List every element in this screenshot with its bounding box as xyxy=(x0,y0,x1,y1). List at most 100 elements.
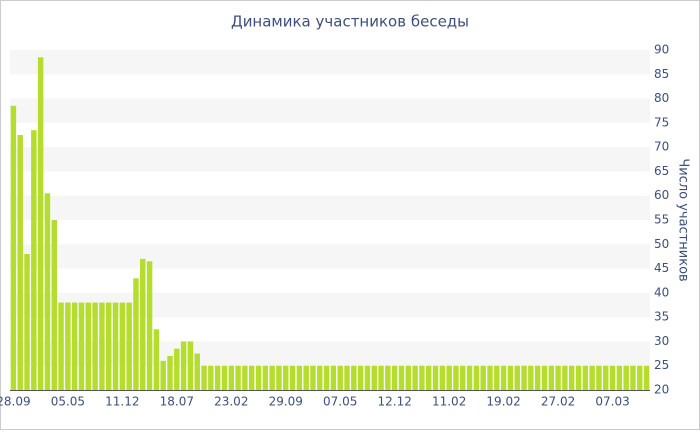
y-tick-label: 25 xyxy=(654,358,669,372)
bar xyxy=(357,365,364,390)
bar xyxy=(242,365,248,390)
x-tick-label: 07.05 xyxy=(323,395,357,409)
bar xyxy=(419,365,425,390)
bar xyxy=(609,365,616,390)
bar xyxy=(112,302,119,390)
bar xyxy=(330,365,337,390)
bar xyxy=(283,365,289,390)
bar xyxy=(385,365,391,390)
bar xyxy=(167,356,173,390)
bar xyxy=(37,57,44,391)
bar xyxy=(398,365,405,390)
grid-stripe xyxy=(10,147,650,172)
bar xyxy=(426,365,432,390)
bar xyxy=(276,365,282,390)
bar xyxy=(65,302,71,390)
bar xyxy=(214,365,221,390)
bar xyxy=(555,365,561,390)
y-axis-label: Число участников xyxy=(676,158,691,281)
bar xyxy=(174,348,180,390)
bar xyxy=(521,365,527,390)
bar xyxy=(494,365,500,390)
y-tick-label: 85 xyxy=(654,67,669,81)
bar xyxy=(10,105,17,390)
bar xyxy=(289,365,296,390)
bar xyxy=(269,365,275,390)
y-tick-label: 65 xyxy=(654,164,669,178)
bar xyxy=(228,365,234,390)
bar xyxy=(528,365,534,390)
bar xyxy=(480,365,486,390)
x-tick-label: 12.12 xyxy=(378,395,412,409)
bar xyxy=(44,193,51,390)
y-tick-label: 60 xyxy=(654,188,669,202)
bar xyxy=(255,365,262,390)
bar xyxy=(453,365,459,390)
bar xyxy=(446,365,452,390)
bar xyxy=(589,365,595,390)
bar xyxy=(85,302,92,390)
bar xyxy=(637,365,643,390)
bar xyxy=(344,365,350,390)
bar xyxy=(548,365,554,390)
y-tick-label: 30 xyxy=(654,334,669,348)
bar xyxy=(160,360,166,390)
bar xyxy=(119,302,126,390)
y-tick-label: 45 xyxy=(654,261,669,275)
bar xyxy=(31,130,37,390)
bar xyxy=(487,365,493,390)
bar xyxy=(630,365,636,390)
bar xyxy=(575,365,582,390)
y-tick-label: 80 xyxy=(654,91,669,105)
bar xyxy=(296,365,303,390)
bar xyxy=(51,220,57,390)
x-tick-label: 05.05 xyxy=(51,395,85,409)
x-tick-label: 29.09 xyxy=(269,395,303,409)
y-tick-label: 55 xyxy=(654,213,669,227)
bar xyxy=(235,365,241,390)
bar xyxy=(153,329,160,390)
x-tick-label: 23.02 xyxy=(214,395,248,409)
bar xyxy=(317,365,323,390)
bar xyxy=(623,365,629,390)
bar xyxy=(616,365,623,390)
bar xyxy=(337,365,343,390)
bar xyxy=(534,365,541,390)
bar xyxy=(17,135,23,390)
bar xyxy=(126,302,132,390)
y-tick-label: 50 xyxy=(654,237,669,251)
y-tick-label: 40 xyxy=(654,285,669,299)
bar xyxy=(412,365,418,390)
y-tick-label: 20 xyxy=(654,383,669,397)
bar xyxy=(208,365,214,390)
bar xyxy=(405,365,412,390)
bar xyxy=(643,365,650,390)
bar xyxy=(201,365,207,390)
bar xyxy=(582,365,589,390)
bar xyxy=(262,365,269,390)
y-tick-label: 90 xyxy=(654,43,669,57)
bar xyxy=(473,365,480,390)
bar xyxy=(378,365,384,390)
bar xyxy=(514,365,520,390)
bar xyxy=(78,302,85,390)
bar xyxy=(146,261,153,390)
bar xyxy=(541,365,548,390)
bar xyxy=(460,365,466,390)
bar xyxy=(568,365,575,390)
bar xyxy=(603,365,609,390)
bar xyxy=(187,341,194,390)
bar xyxy=(221,365,228,390)
x-tick-label: 11.12 xyxy=(105,395,139,409)
x-tick-label: 27.02 xyxy=(541,395,575,409)
x-tick-label: 19.02 xyxy=(486,395,520,409)
grid-stripe xyxy=(10,244,650,269)
bar xyxy=(323,365,330,390)
bar xyxy=(71,302,78,390)
y-tick-label: 70 xyxy=(654,140,669,154)
bar xyxy=(364,365,371,390)
bar xyxy=(500,365,507,390)
bar xyxy=(351,365,357,390)
bar xyxy=(310,365,316,390)
bar xyxy=(248,365,255,390)
